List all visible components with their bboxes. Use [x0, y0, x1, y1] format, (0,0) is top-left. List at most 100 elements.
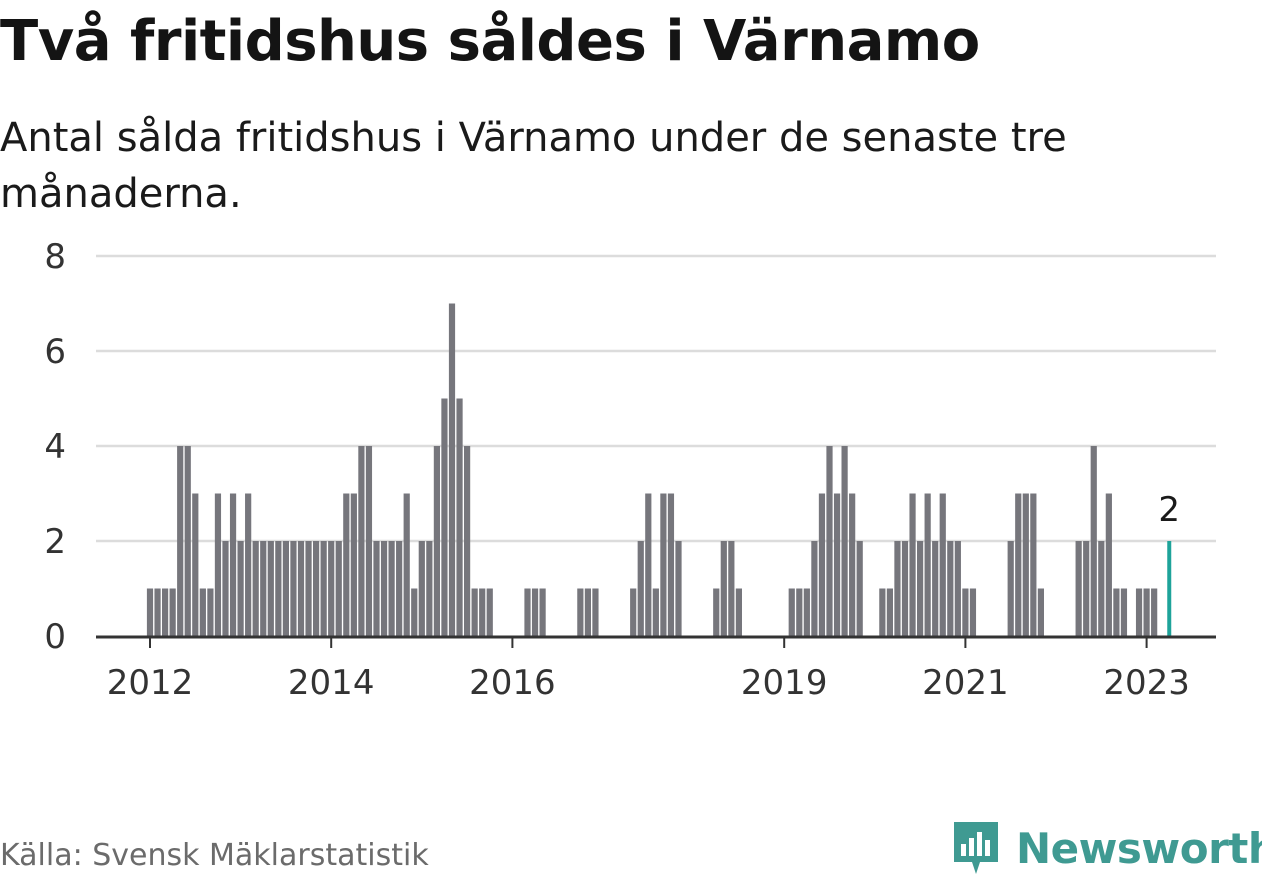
- bar: [954, 541, 961, 636]
- bar: [396, 541, 403, 636]
- bar: [932, 541, 939, 636]
- y-axis-ticks: 0 2 4 6 8: [44, 237, 66, 657]
- gridlines: [96, 254, 1216, 543]
- bar: [448, 303, 456, 636]
- bar: [788, 588, 795, 636]
- bar: [713, 588, 720, 636]
- bar: [335, 541, 342, 636]
- bar: [584, 588, 591, 636]
- bar: [1037, 588, 1044, 636]
- bar: [184, 446, 191, 636]
- bar: [1083, 541, 1090, 636]
- bar: [260, 541, 267, 636]
- bar: [803, 588, 810, 636]
- bar: [856, 541, 863, 636]
- y-tick-label: 6: [44, 332, 66, 372]
- x-tick-label: 2023: [1103, 663, 1190, 703]
- bar: [1151, 588, 1158, 636]
- y-tick-label: 4: [44, 427, 66, 467]
- bar: [735, 588, 742, 636]
- brand-logo: Newsworthy: [950, 818, 1262, 878]
- bar: [169, 588, 176, 636]
- bar: [441, 398, 448, 636]
- bar: [1113, 588, 1120, 636]
- bar: [630, 588, 637, 636]
- bar: [1143, 588, 1150, 636]
- x-axis-ticks: 2012 2014 2016 2019 2021 2023: [107, 637, 1190, 703]
- bar: [969, 588, 977, 636]
- bar: [886, 588, 893, 636]
- bar: [924, 493, 931, 636]
- bar: [320, 541, 327, 636]
- y-tick-label: 8: [44, 237, 66, 277]
- x-tick-label: 2014: [288, 663, 375, 703]
- bar-highlight: [1167, 541, 1172, 636]
- bar: [811, 541, 818, 636]
- bar: [199, 588, 206, 636]
- bar: [1090, 446, 1097, 636]
- bar: [879, 588, 886, 636]
- bar: [146, 588, 154, 636]
- bar: [229, 493, 237, 636]
- bar: [841, 446, 848, 636]
- bar: [177, 446, 184, 636]
- x-tick-label: 2021: [922, 663, 1009, 703]
- bar: [267, 541, 274, 636]
- bar: [675, 541, 682, 636]
- bar: [1075, 541, 1082, 636]
- bar: [1007, 541, 1014, 636]
- bar: [637, 541, 644, 636]
- bar: [192, 493, 199, 636]
- bar: [328, 541, 335, 636]
- x-tick-label: 2012: [107, 663, 194, 703]
- source-note: Källa: Svensk Mäklarstatistik: [0, 838, 429, 873]
- bar: [222, 541, 229, 636]
- bar: [252, 541, 259, 636]
- bar: [426, 541, 433, 636]
- bar: [849, 493, 856, 636]
- data-labels: 2: [1158, 490, 1180, 530]
- x-tick-label: 2016: [469, 663, 556, 703]
- bar: [728, 541, 735, 636]
- bar: [1105, 493, 1112, 636]
- bar: [833, 493, 841, 636]
- bar: [403, 493, 410, 636]
- x-tick-label: 2019: [741, 663, 828, 703]
- bar: [652, 588, 659, 636]
- bar: [796, 588, 803, 636]
- bar: [282, 541, 289, 636]
- bar: [1015, 493, 1022, 636]
- bar: [645, 493, 652, 636]
- bar: [350, 493, 357, 636]
- bar: [433, 446, 440, 636]
- bar: [365, 446, 373, 636]
- bar: [297, 541, 305, 636]
- bar: [720, 541, 727, 636]
- bar: [909, 493, 916, 636]
- bar: [939, 493, 946, 636]
- y-tick-label: 2: [44, 522, 66, 562]
- bar: [162, 588, 169, 636]
- bar: [1098, 541, 1105, 636]
- bar: [207, 588, 214, 636]
- bar: [818, 493, 826, 636]
- bar: [947, 541, 954, 636]
- bar: [826, 446, 833, 636]
- bar: [464, 446, 471, 636]
- y-tick-label: 0: [44, 617, 66, 657]
- bar: [592, 588, 599, 636]
- bar: [418, 541, 425, 636]
- bar: [1135, 588, 1143, 636]
- bar: [524, 588, 531, 636]
- bar: [577, 588, 584, 636]
- bar: [245, 493, 252, 636]
- chart-title: Två fritidshus såldes i Värnamo: [0, 9, 980, 74]
- bar: [917, 541, 924, 636]
- bar: [358, 446, 365, 636]
- bar: [471, 588, 478, 636]
- bar: [486, 588, 493, 636]
- bar: [479, 588, 486, 636]
- bar: [1030, 493, 1037, 636]
- bars: [146, 303, 1172, 636]
- bar: [290, 541, 297, 636]
